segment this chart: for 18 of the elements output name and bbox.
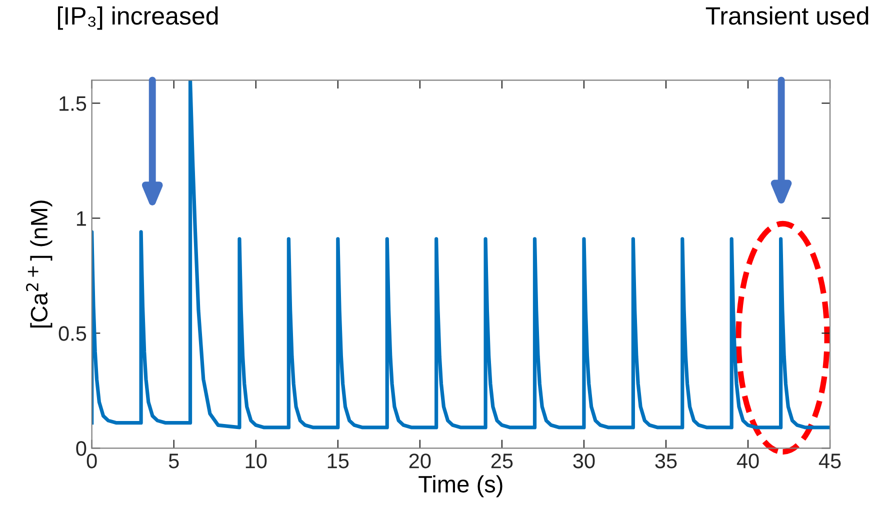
y-tick-label: 0.5 [58,326,86,341]
x-tick-label: 25 [491,454,513,468]
y-tick-label: 1.5 [60,96,86,111]
text: Transient used [706,6,868,25]
x-tick-label: 5 [168,454,179,468]
y-tick-label: 0 [76,441,86,456]
x-tick-label: 15 [328,454,349,468]
x-axis-title: Time (s) [418,475,502,498]
x-tick-label: 20 [409,454,431,468]
x-tick-label: 45 [818,454,841,468]
x-tick-label: 0 [86,454,97,468]
text: [IP₃] increased [58,6,218,30]
x-tick-label: 35 [655,454,677,468]
x-tick-label: 30 [573,454,595,468]
y-axis-title: [Ca$^{2+}$] (nM) [26,200,52,328]
x-tick-label: 40 [736,454,759,468]
x-tick-label: 10 [246,454,267,468]
y-tick-label: 1 [76,211,86,226]
